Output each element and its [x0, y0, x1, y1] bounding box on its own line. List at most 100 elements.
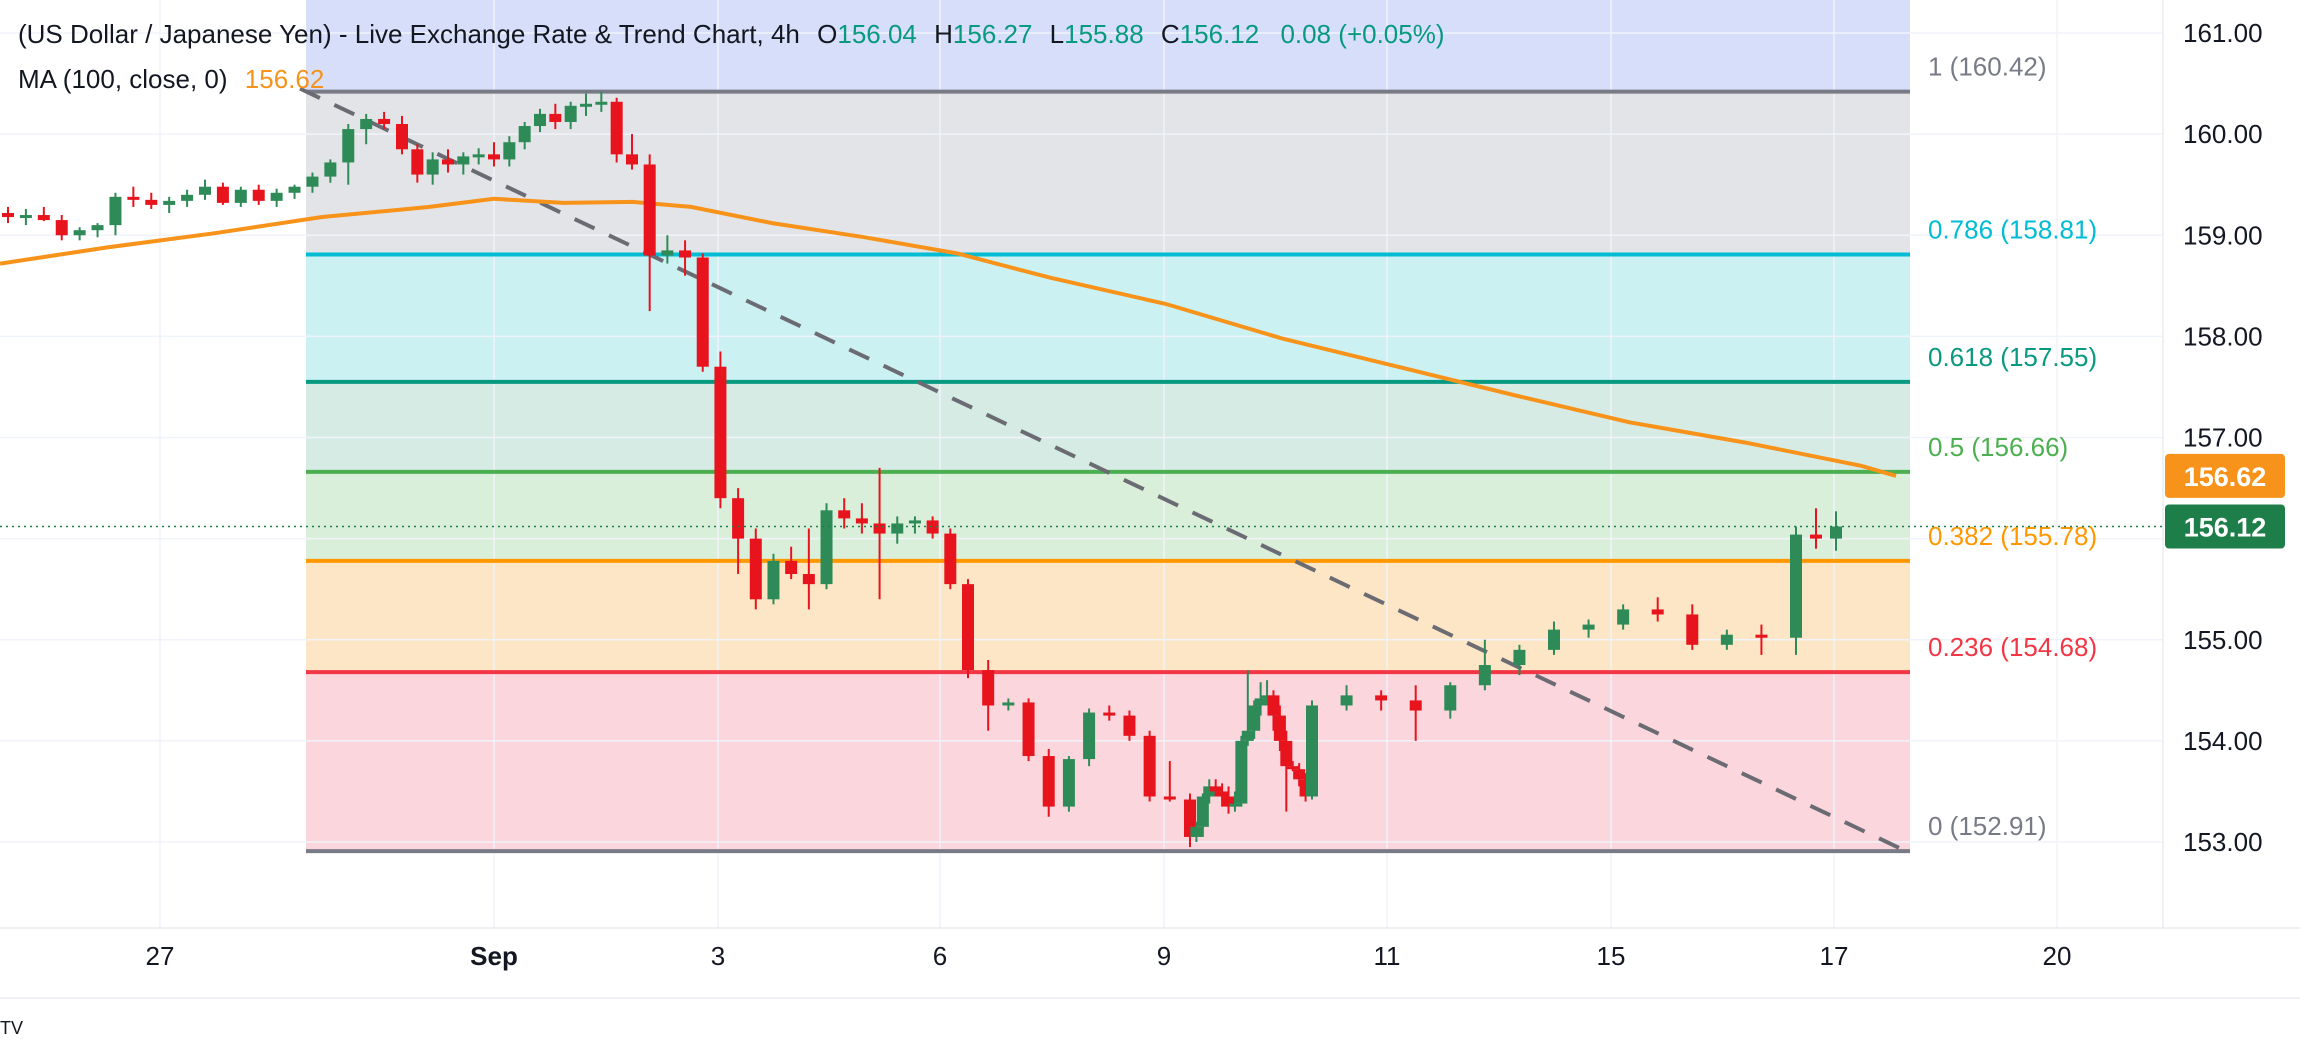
candle-body: [270, 192, 283, 201]
candle-body: [820, 510, 833, 585]
fib-level-label: 0.5 (156.66): [1928, 432, 2068, 462]
candle-body: [1222, 796, 1235, 807]
y-tick-label: 158.00: [2183, 321, 2263, 351]
x-tick-label: 20: [2043, 941, 2072, 971]
candle-body: [1083, 712, 1096, 760]
candle-body: [1478, 665, 1491, 686]
open-value: 156.04: [837, 19, 917, 49]
candle-body: [1444, 685, 1457, 711]
low-label: L: [1049, 19, 1065, 49]
x-tick-label: 3: [711, 941, 725, 971]
candle-body: [518, 126, 531, 143]
y-tick-label: 155.00: [2183, 625, 2263, 655]
y-tick-label: 159.00: [2183, 220, 2263, 250]
fib-band: [306, 381, 1910, 472]
candle-body: [1340, 695, 1353, 706]
high-value: 156.27: [952, 19, 1033, 49]
candle-body: [1273, 715, 1286, 741]
y-tick-label: 154.00: [2183, 726, 2263, 756]
x-tick-label: Sep: [470, 941, 518, 971]
candle-body: [643, 164, 656, 256]
last-price-tag-bg: [2165, 504, 2285, 549]
candle-body: [1267, 695, 1280, 716]
fib-band: [306, 91, 1910, 255]
candle-body: [234, 189, 247, 203]
candle-body: [1720, 634, 1733, 645]
change-value: 0.08 (+0.05%): [1280, 19, 1445, 49]
candle-body: [873, 523, 886, 534]
candle-body: [679, 250, 692, 258]
candle-body: [1617, 609, 1630, 625]
ma-line: [0, 196, 1897, 478]
candle-body: [1810, 534, 1822, 539]
candle-body: [1209, 786, 1222, 792]
candle-body: [55, 220, 68, 236]
candle-body: [1123, 715, 1136, 736]
candle-body: [1261, 695, 1274, 699]
y-tick-label: 157.00: [2183, 423, 2263, 453]
candle-body: [1513, 649, 1526, 666]
low-value: 155.88: [1064, 19, 1144, 49]
candle-body: [1293, 769, 1306, 780]
candle-body: [1375, 695, 1388, 701]
candle-body: [534, 113, 546, 127]
candle-body: [855, 518, 868, 524]
candle-body: [1686, 614, 1699, 645]
candle-body: [216, 186, 229, 203]
candle-body: [1143, 735, 1156, 797]
candle-body: [2, 213, 14, 218]
candle-body: [488, 154, 500, 160]
x-tick-label: 6: [933, 941, 947, 971]
candle-body: [626, 154, 638, 165]
ma-legend[interactable]: MA (100, close, 0) 156.62: [18, 63, 324, 95]
candle-body: [785, 560, 798, 575]
candle-body: [595, 101, 608, 105]
ma-label: MA (100, close, 0): [18, 64, 228, 94]
candle-body: [610, 101, 623, 155]
fib-level-label: 0.618 (157.55): [1928, 342, 2097, 372]
candle-body: [1280, 740, 1293, 767]
candle-body: [1163, 796, 1176, 800]
candle-body: [503, 142, 516, 160]
candle-body: [564, 105, 577, 122]
candle-body: [252, 189, 265, 201]
candle-body: [396, 124, 408, 150]
y-tick-label: 153.00: [2183, 827, 2263, 857]
last-price-tag: 156.12: [2184, 512, 2267, 542]
x-tick-label: 11: [1374, 941, 1401, 971]
candle-body: [411, 149, 424, 175]
candle-body: [1306, 705, 1318, 797]
close-label: C: [1160, 19, 1180, 49]
candle-body: [661, 250, 674, 256]
candle-body: [199, 186, 211, 195]
candle-body: [891, 523, 904, 534]
candle-body: [360, 118, 373, 130]
ma-price-tag: 156.62: [2184, 462, 2267, 492]
candle-body: [457, 156, 470, 165]
candle-body: [1241, 730, 1254, 741]
candle-body: [1235, 740, 1248, 804]
fib-level-label: 0 (152.91): [1928, 811, 2047, 841]
candle-body: [696, 257, 709, 367]
y-tick-label: 161.00: [2183, 18, 2263, 48]
candle-body: [926, 520, 939, 534]
fib-level-label: 0.382 (155.78): [1928, 521, 2097, 551]
candle-body: [1548, 629, 1560, 650]
candle-body: [1755, 634, 1768, 638]
candle-body: [73, 230, 86, 236]
x-tick-label: 15: [1597, 941, 1626, 971]
candle-body: [1248, 705, 1261, 731]
candle-body: [962, 584, 974, 671]
candle-body: [944, 533, 957, 585]
x-tick-label: 27: [146, 941, 175, 971]
candle-body: [1022, 702, 1035, 757]
candle-body: [1190, 826, 1203, 837]
ma-value: 156.62: [244, 64, 325, 94]
candle-body: [1203, 786, 1216, 797]
candle-body: [426, 159, 439, 175]
high-label: H: [934, 19, 953, 49]
candle-body: [1216, 791, 1229, 797]
candle-body: [1286, 766, 1299, 770]
candle-body: [1582, 624, 1595, 630]
